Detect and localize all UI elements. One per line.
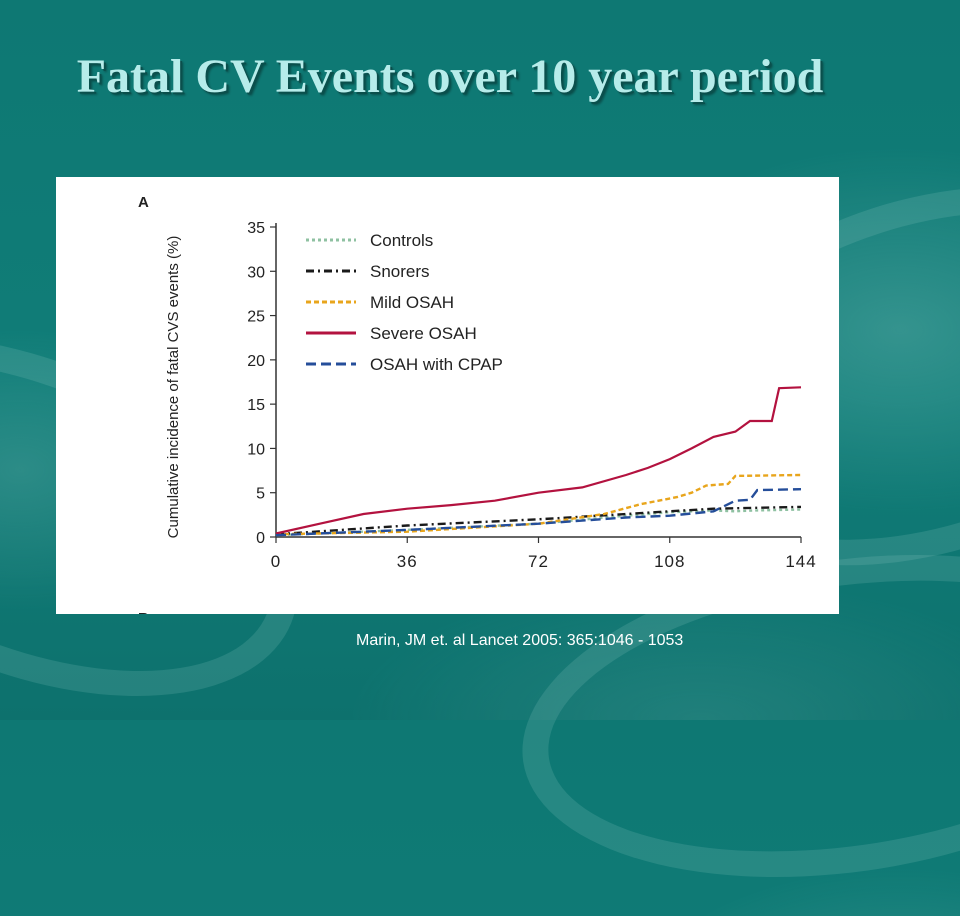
y-tick-label: 25 [247,309,265,326]
x-tick-label: 0 [271,552,281,571]
slide-title: Fatal CV Events over 10 year period [76,50,824,103]
series-line-mild-osah [275,473,802,536]
x-tick-label: 144 [785,552,816,571]
chart-axes: 0 5 10 15 20 25 30 35 0 36 72 108 144 [247,220,816,571]
y-tick-label: 0 [256,530,265,547]
y-axis-label: Cumulative incidence of fatal CVS events… [165,236,182,539]
series-line-osah-with-cpap [275,488,802,537]
y-tick-label: 15 [247,397,265,414]
legend-label: Severe OSAH [370,324,477,343]
legend-label: OSAH with CPAP [370,355,503,374]
chart-lines [275,386,802,537]
x-tick-label: 36 [397,552,418,571]
panel-label-b-partial: B [138,610,149,614]
chart-legend: Controls Snorers Mild OSAH Severe OSAH OSAH … [306,231,503,374]
x-tick-label: 72 [528,552,549,571]
chart-panel: A B Cumulative incidence of fatal CVS ev… [56,177,839,614]
panel-label-a: A [138,194,149,211]
y-tick-label: 30 [247,264,265,281]
legend-label: Mild OSAH [370,293,454,312]
chart-svg: A B Cumulative incidence of fatal CVS ev… [138,194,816,614]
legend-label: Controls [370,231,433,250]
y-tick-label: 5 [256,486,265,503]
x-tick-label: 108 [654,552,685,571]
y-tick-label: 10 [247,441,265,458]
legend-label: Snorers [370,262,430,281]
series-line-controls [275,508,802,537]
y-tick-label: 20 [247,353,265,370]
y-tick-label: 35 [247,220,265,237]
series-line-snorers [275,505,802,536]
series-line-severe-osah [275,386,802,535]
citation: Marin, JM et. al Lancet 2005: 365:1046 -… [356,632,684,649]
